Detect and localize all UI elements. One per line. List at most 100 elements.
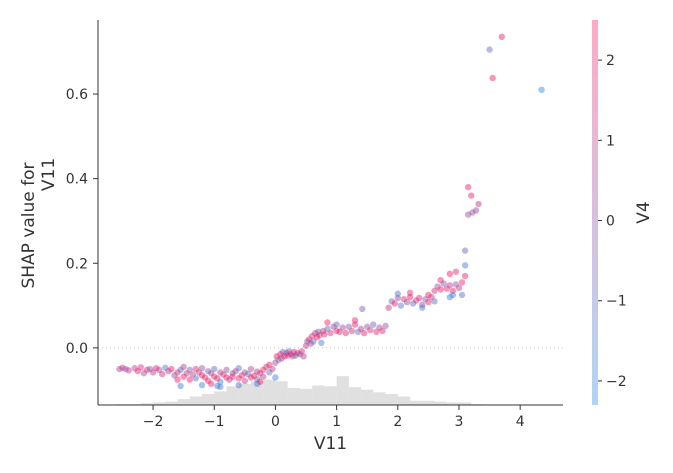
histogram-bar bbox=[165, 401, 178, 405]
data-point bbox=[296, 351, 304, 358]
data-point bbox=[273, 353, 280, 360]
data-point bbox=[220, 371, 227, 378]
data-point bbox=[192, 375, 200, 382]
data-point bbox=[207, 380, 215, 388]
data-point bbox=[434, 283, 441, 290]
data-point bbox=[287, 351, 294, 358]
data-point bbox=[345, 323, 353, 330]
data-point bbox=[183, 370, 190, 377]
histogram-bar bbox=[299, 388, 313, 405]
data-point bbox=[498, 33, 506, 41]
colorbar-gradient bbox=[592, 20, 598, 405]
data-point bbox=[370, 321, 377, 328]
colorbar-label: V4 bbox=[634, 201, 654, 223]
histogram-bar bbox=[140, 403, 154, 405]
data-point bbox=[180, 373, 187, 380]
data-point bbox=[452, 281, 460, 288]
data-point bbox=[419, 301, 426, 308]
data-point bbox=[376, 324, 383, 331]
data-point bbox=[146, 365, 154, 373]
data-point bbox=[318, 339, 325, 347]
data-point bbox=[339, 324, 346, 331]
data-point bbox=[298, 348, 305, 355]
data-point bbox=[131, 364, 138, 372]
data-point bbox=[198, 364, 206, 372]
data-point bbox=[416, 294, 423, 302]
data-point bbox=[373, 328, 380, 336]
histogram-bar bbox=[226, 386, 239, 405]
data-point bbox=[247, 374, 255, 381]
data-point bbox=[229, 370, 236, 377]
data-point bbox=[321, 331, 328, 338]
data-point bbox=[272, 359, 279, 366]
data-point bbox=[327, 329, 334, 337]
histogram-bar bbox=[385, 393, 398, 405]
data-point bbox=[279, 348, 286, 356]
data-point bbox=[406, 293, 414, 301]
data-point bbox=[431, 287, 438, 294]
data-point bbox=[266, 361, 273, 369]
data-point bbox=[186, 366, 193, 374]
data-point bbox=[440, 280, 447, 287]
data-point bbox=[412, 297, 420, 304]
data-point bbox=[174, 369, 181, 376]
data-point bbox=[289, 353, 296, 360]
data-point bbox=[186, 376, 193, 383]
data-point bbox=[116, 365, 123, 373]
data-point bbox=[223, 366, 230, 374]
x-axis-label: V11 bbox=[314, 434, 347, 454]
histogram-bar bbox=[361, 389, 374, 405]
histogram-bar bbox=[397, 396, 411, 405]
data-point bbox=[285, 348, 293, 355]
data-point bbox=[461, 247, 469, 254]
data-point bbox=[278, 355, 285, 362]
histogram-bar bbox=[287, 388, 300, 405]
data-point bbox=[461, 272, 469, 280]
data-point bbox=[253, 375, 261, 383]
data-point bbox=[168, 365, 175, 373]
data-point bbox=[443, 285, 450, 292]
data-point bbox=[452, 268, 460, 275]
histogram-bar bbox=[336, 376, 349, 405]
data-point bbox=[382, 322, 389, 330]
data-point bbox=[379, 327, 386, 335]
data-point bbox=[290, 348, 297, 356]
data-point bbox=[304, 338, 311, 345]
data-point bbox=[217, 383, 224, 391]
data-point bbox=[174, 376, 181, 383]
data-point bbox=[189, 371, 197, 378]
data-point bbox=[162, 364, 169, 371]
data-point bbox=[446, 293, 454, 301]
data-point bbox=[360, 329, 368, 337]
data-point bbox=[155, 366, 163, 374]
data-point bbox=[315, 328, 322, 336]
data-point bbox=[238, 372, 245, 379]
data-point bbox=[292, 352, 299, 359]
y-tick-label: 0.0 bbox=[66, 341, 88, 357]
data-point bbox=[431, 298, 438, 305]
x-tick-label: 3 bbox=[455, 414, 464, 430]
data-point bbox=[425, 298, 432, 306]
data-point bbox=[198, 381, 206, 389]
histogram-bar bbox=[446, 402, 459, 405]
histogram-bar bbox=[275, 381, 288, 405]
data-point bbox=[269, 365, 276, 373]
data-point bbox=[284, 352, 291, 359]
data-point bbox=[333, 327, 340, 335]
data-point bbox=[226, 376, 233, 383]
data-point bbox=[229, 373, 236, 380]
histogram-bar bbox=[202, 393, 215, 405]
data-point bbox=[486, 46, 493, 53]
data-point bbox=[324, 319, 331, 326]
histogram-bar bbox=[177, 399, 190, 405]
data-point bbox=[428, 293, 435, 301]
colorbar-tick-label: −1 bbox=[606, 294, 627, 310]
data-point bbox=[235, 381, 242, 389]
histogram-bar bbox=[238, 383, 251, 405]
data-point bbox=[394, 294, 402, 302]
data-point bbox=[319, 327, 327, 335]
data-point bbox=[195, 369, 203, 376]
data-point bbox=[330, 323, 337, 330]
histogram-bar bbox=[324, 386, 337, 405]
